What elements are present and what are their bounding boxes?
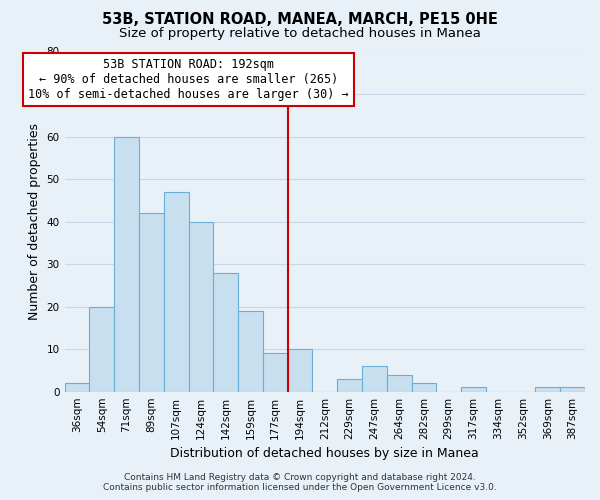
Text: Contains HM Land Registry data © Crown copyright and database right 2024.
Contai: Contains HM Land Registry data © Crown c… [103, 473, 497, 492]
Bar [362, 366, 387, 392]
Text: 53B STATION ROAD: 192sqm
← 90% of detached houses are smaller (265)
10% of semi-: 53B STATION ROAD: 192sqm ← 90% of detach… [28, 58, 349, 101]
Bar [238, 311, 263, 392]
X-axis label: Distribution of detached houses by size in Manea: Distribution of detached houses by size … [170, 447, 479, 460]
Bar [139, 213, 164, 392]
Bar [461, 388, 486, 392]
Bar [89, 306, 114, 392]
Bar [337, 379, 362, 392]
Bar [287, 349, 313, 392]
Bar [263, 354, 287, 392]
Text: Size of property relative to detached houses in Manea: Size of property relative to detached ho… [119, 28, 481, 40]
Bar [188, 222, 213, 392]
Bar [114, 136, 139, 392]
Bar [387, 374, 412, 392]
Bar [560, 388, 585, 392]
Bar [412, 383, 436, 392]
Bar [65, 383, 89, 392]
Bar [213, 272, 238, 392]
Bar [164, 192, 188, 392]
Y-axis label: Number of detached properties: Number of detached properties [28, 123, 41, 320]
Text: 53B, STATION ROAD, MANEA, MARCH, PE15 0HE: 53B, STATION ROAD, MANEA, MARCH, PE15 0H… [102, 12, 498, 28]
Bar [535, 388, 560, 392]
